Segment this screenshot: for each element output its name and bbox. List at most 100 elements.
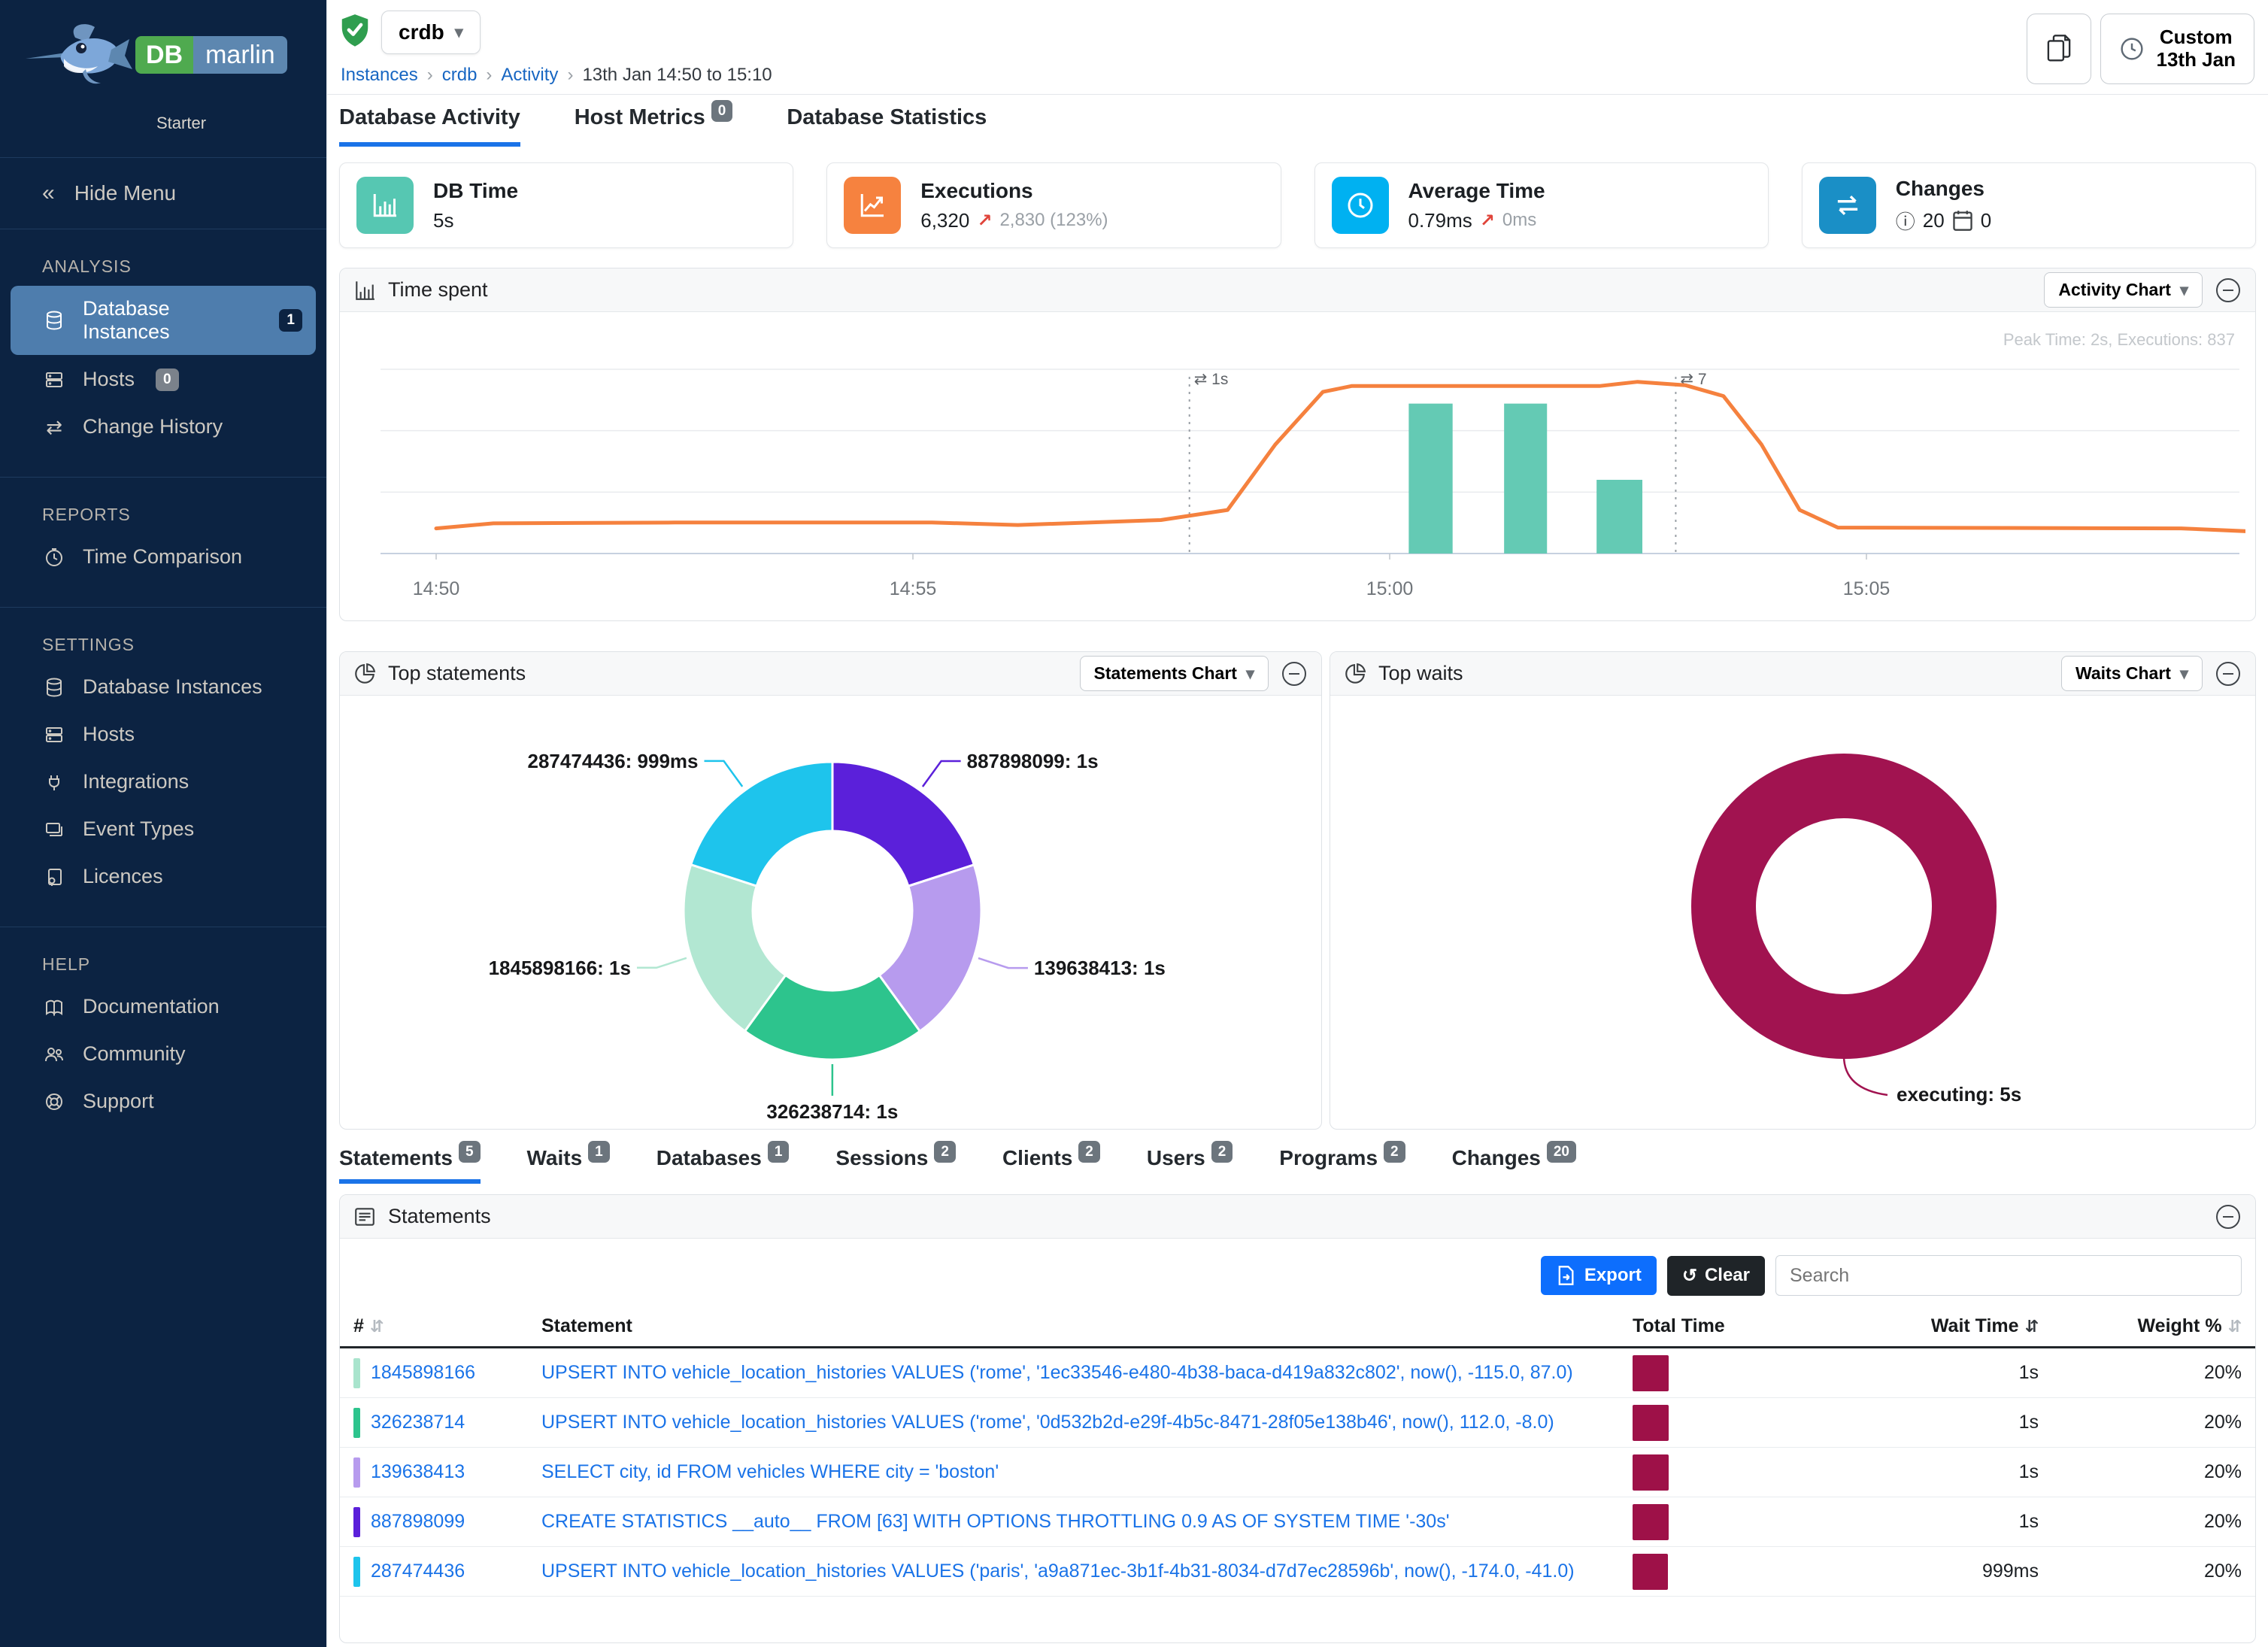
tab-sessions[interactable]: Sessions 2 xyxy=(835,1141,956,1184)
sidebar: DB marlin Starter « Hide Menu ANALYSIS Da… xyxy=(0,0,326,1647)
sidebar-item-label: Database Instances xyxy=(83,297,170,343)
statement-id-link[interactable]: 887898099 xyxy=(371,1511,465,1532)
clock-icon xyxy=(1331,177,1389,234)
tab-statements[interactable]: Statements 5 xyxy=(339,1141,481,1184)
sidebar-item-integrations[interactable]: Integrations xyxy=(11,759,316,805)
weight-value: 20% xyxy=(2203,1511,2242,1532)
instance-selector[interactable]: crdb ▾ xyxy=(381,11,481,54)
tab-changes[interactable]: Changes 20 xyxy=(1452,1141,1576,1184)
time-range-button[interactable]: Custom 13th Jan xyxy=(2100,14,2254,84)
kpi-calendar-count: 0 xyxy=(1980,208,1992,232)
statement-id-link[interactable]: 326238714 xyxy=(371,1412,465,1433)
tab-database-statistics[interactable]: Database Statistics xyxy=(787,105,987,129)
statement-link[interactable]: UPSERT INTO vehicle_location_histories V… xyxy=(541,1362,1573,1383)
statement-id-link[interactable]: 1845898166 xyxy=(371,1362,476,1383)
total-time-bar xyxy=(1633,1553,1668,1590)
col-weight[interactable]: Weight % ⇵ xyxy=(2137,1315,2242,1336)
sidebar-divider xyxy=(0,607,326,608)
tab-host-metrics[interactable]: Host Metrics 0 xyxy=(575,100,733,147)
sidebar-item-label: Change History xyxy=(83,415,223,438)
kpi-value: 6,320 xyxy=(920,208,970,232)
activity-chart-selector[interactable]: Activity Chart ▾ xyxy=(2044,272,2203,308)
sidebar-item-label: Event Types xyxy=(83,817,195,840)
svg-text:287474436: 999ms: 287474436: 999ms xyxy=(528,750,699,772)
statement-link[interactable]: CREATE STATISTICS __auto__ FROM [63] WIT… xyxy=(541,1511,1450,1532)
tab-clients[interactable]: Clients 2 xyxy=(1002,1141,1100,1184)
section-title: ANALYSIS xyxy=(42,256,132,276)
export-button[interactable]: Export xyxy=(1540,1256,1657,1295)
svg-text:887898099: 1s: 887898099: 1s xyxy=(967,750,1099,772)
license-tier-label: Starter xyxy=(156,114,207,132)
table-row: 887898099 CREATE STATISTICS __auto__ FRO… xyxy=(340,1497,2255,1547)
collapse-panel-icon[interactable] xyxy=(2215,1203,2242,1230)
sidebar-item-label: Time Comparison xyxy=(83,545,243,568)
panel-title: Top statements xyxy=(388,662,526,684)
chevron-down-icon: ▾ xyxy=(2179,280,2188,299)
panel-title: Statements xyxy=(388,1205,491,1227)
table-row: 326238714 UPSERT INTO vehicle_location_h… xyxy=(340,1398,2255,1448)
breadcrumb-activity[interactable]: Activity xyxy=(501,65,559,85)
copy-icon xyxy=(2047,35,2070,62)
sidebar-item-time-comparison[interactable]: Time Comparison xyxy=(11,534,316,580)
copy-link-button[interactable] xyxy=(2026,14,2091,84)
trend-chart-icon xyxy=(844,177,902,234)
sidebar-item-label: Hosts xyxy=(83,723,135,745)
statement-id-link[interactable]: 139638413 xyxy=(371,1461,465,1482)
col-statement[interactable]: Statement xyxy=(541,1315,632,1336)
sidebar-item-event-types[interactable]: Event Types xyxy=(11,806,316,852)
tab-programs[interactable]: Programs 2 xyxy=(1279,1141,1405,1184)
sidebar-item-database-instances[interactable]: Database Instances 1 xyxy=(11,286,316,355)
list-icon xyxy=(355,1207,374,1226)
collapse-panel-icon[interactable] xyxy=(2215,660,2242,687)
sidebar-item-hosts[interactable]: Hosts 0 xyxy=(11,356,316,402)
kpi-value: 0.79ms xyxy=(1408,208,1472,232)
tab-users[interactable]: Users 2 xyxy=(1147,1141,1233,1184)
total-time-bar xyxy=(1633,1404,1669,1441)
col-num[interactable]: # ⇵ xyxy=(353,1315,384,1336)
tab-database-activity[interactable]: Database Activity xyxy=(339,105,520,147)
svg-text:326238714: 1s: 326238714: 1s xyxy=(766,1100,898,1123)
plug-icon xyxy=(42,772,66,793)
sidebar-item-licences[interactable]: Licences xyxy=(11,854,316,899)
sidebar-item-documentation[interactable]: Documentation xyxy=(11,984,316,1030)
undo-icon: ↺ xyxy=(1681,1265,1697,1286)
top-waits-donut[interactable]: executing: 5s xyxy=(1330,696,2256,1127)
kpi-title: Average Time xyxy=(1408,178,1545,202)
tab-badge: 0 xyxy=(711,100,733,122)
sidebar-item-support[interactable]: Support xyxy=(11,1078,316,1124)
sidebar-item-label: Licences xyxy=(83,865,163,887)
col-wait-time[interactable]: Wait Time ⇵ xyxy=(1930,1315,2039,1336)
time-range-date: 13th Jan xyxy=(2156,47,2236,71)
search-input[interactable] xyxy=(1775,1255,2242,1296)
tab-databases[interactable]: Databases 1 xyxy=(656,1141,790,1184)
top-statements-donut[interactable]: 887898099: 1s 139638413: 1s 326238714: 1s 1… xyxy=(340,696,1321,1127)
svg-text:14:55: 14:55 xyxy=(889,578,936,599)
sidebar-item-settings-hosts[interactable]: Hosts xyxy=(11,711,316,757)
clear-button[interactable]: ↺ Clear xyxy=(1666,1255,1765,1296)
statement-link[interactable]: UPSERT INTO vehicle_location_histories V… xyxy=(541,1412,1554,1433)
breadcrumb-instances[interactable]: Instances xyxy=(341,65,418,85)
collapse-panel-icon[interactable] xyxy=(1281,660,1308,687)
tab-waits[interactable]: Waits 1 xyxy=(527,1141,610,1184)
col-total-time[interactable]: Total Time xyxy=(1633,1315,1725,1336)
statements-chart-selector[interactable]: Statements Chart ▾ xyxy=(1079,656,1269,691)
sidebar-item-change-history[interactable]: ⇄ Change History xyxy=(11,404,316,450)
svg-text:15:00: 15:00 xyxy=(1366,578,1413,599)
waits-chart-selector[interactable]: Waits Chart ▾ xyxy=(2061,656,2203,691)
collapse-panel-icon[interactable] xyxy=(2215,277,2242,304)
hide-menu-button[interactable]: « Hide Menu xyxy=(0,157,326,229)
sidebar-item-settings-database-instances[interactable]: Database Instances xyxy=(11,664,316,710)
chevron-down-icon: ▾ xyxy=(1245,663,1254,683)
statement-id-link[interactable]: 287474436 xyxy=(371,1561,465,1582)
statement-color-chip xyxy=(353,1407,360,1438)
wait-time-value: 999ms xyxy=(1981,1561,2039,1582)
collapse-chevrons-icon: « xyxy=(42,180,55,205)
statement-link[interactable]: UPSERT INTO vehicle_location_histories V… xyxy=(541,1561,1575,1582)
statements-table-panel: Statements Export ↺ Clear #⇵ S xyxy=(339,1194,2256,1643)
sidebar-item-community[interactable]: Community xyxy=(11,1031,316,1077)
statement-color-chip xyxy=(353,1556,360,1587)
breadcrumb-crdb[interactable]: crdb xyxy=(441,65,478,85)
statement-link[interactable]: SELECT city, id FROM vehicles WHERE city… xyxy=(541,1461,999,1482)
